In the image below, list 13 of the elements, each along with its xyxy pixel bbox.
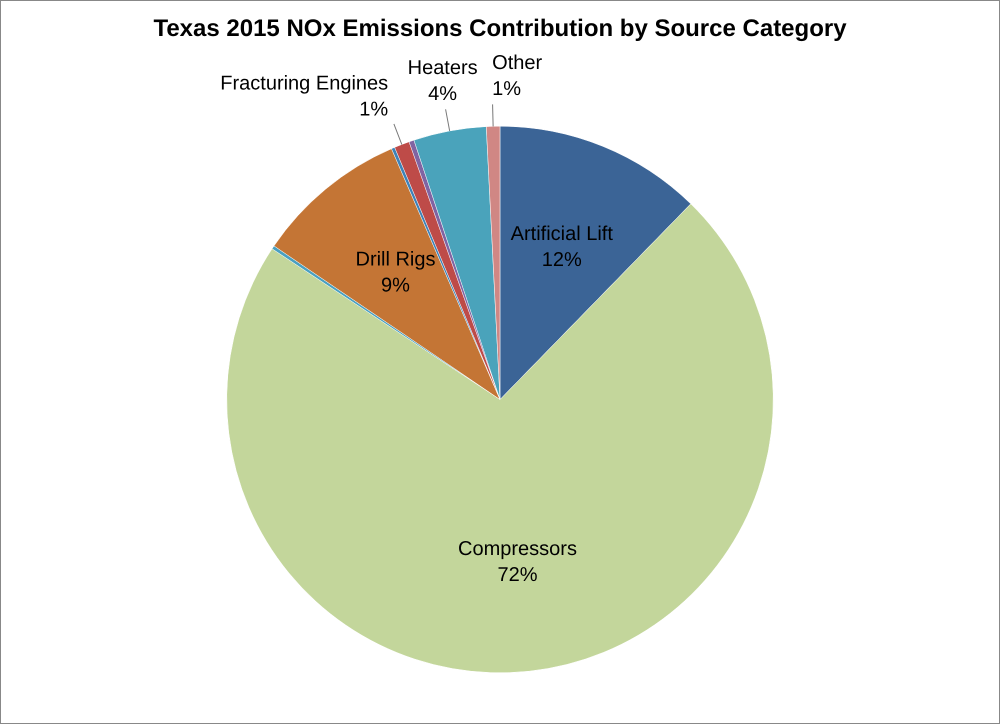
slice-label: Other (492, 52, 543, 74)
data-label: 72% (497, 564, 538, 586)
chart-title: Texas 2015 NOx Emissions Contribution by Source Category (152, 15, 848, 43)
slice-label: Fracturing Engines (220, 72, 388, 95)
slice-label: Artificial Lift (510, 223, 614, 246)
slice-label: Drill Rigs (355, 248, 436, 271)
data-label: 1% (492, 78, 522, 100)
slice-label: Heaters (408, 57, 478, 80)
data-label: 9% (381, 274, 410, 297)
data-label: 4% (428, 83, 458, 106)
slice-label: Compressors (458, 538, 577, 560)
data-label: 12% (542, 249, 582, 272)
data-label: 1% (359, 98, 388, 121)
